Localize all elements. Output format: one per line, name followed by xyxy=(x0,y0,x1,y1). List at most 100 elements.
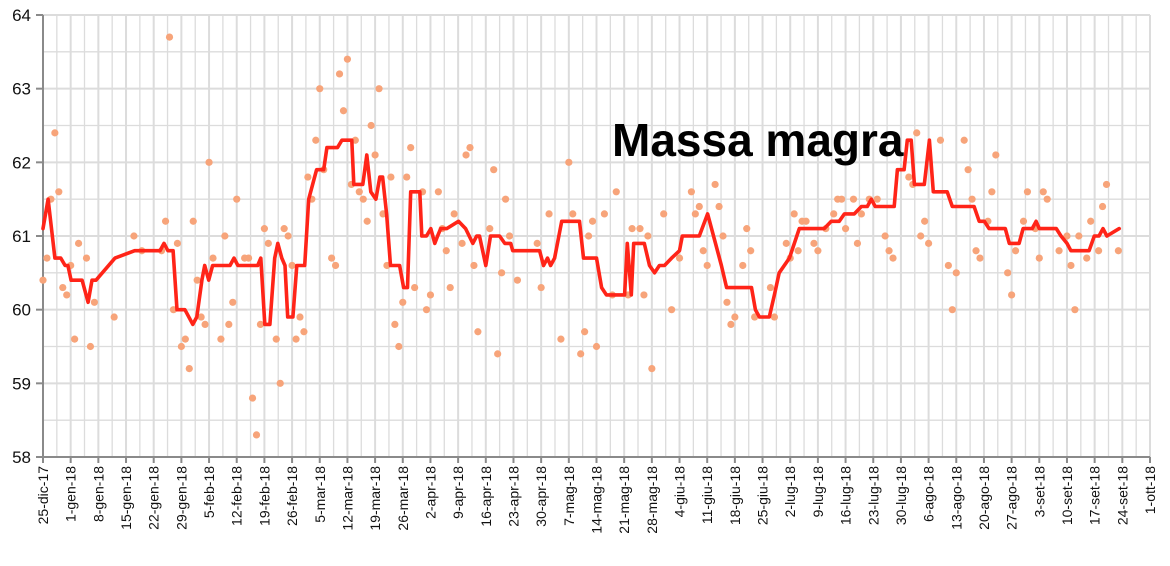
measurement-point xyxy=(992,151,1000,159)
y-tick-label: 61 xyxy=(12,227,31,246)
x-tick-label: 8-gen-18 xyxy=(90,466,106,522)
measurement-point xyxy=(747,247,755,255)
measurement-point xyxy=(715,202,723,211)
measurement-point xyxy=(450,210,458,218)
measurement-point xyxy=(849,195,858,203)
measurement-point xyxy=(63,291,71,299)
x-tick-labels: 25-dic-17 1-gen-18 8-gen-18 15-gen-18 22-gen… xyxy=(35,466,1158,534)
y-tick-label: 60 xyxy=(12,301,31,320)
measurement-point xyxy=(600,210,609,218)
x-tick-label: 6-ago-18 xyxy=(921,466,937,522)
measurement-point xyxy=(766,283,775,292)
measurement-point xyxy=(636,225,644,233)
measurement-point xyxy=(1095,247,1103,255)
measurement-point xyxy=(505,232,514,240)
measurement-point xyxy=(359,195,367,203)
measurement-point xyxy=(185,365,193,373)
measurement-point xyxy=(343,55,352,63)
x-tick-label: 28-mag-18 xyxy=(644,466,660,534)
x-tick-label: 11-giu-18 xyxy=(699,466,715,524)
measurement-point xyxy=(328,254,336,262)
measurement-point xyxy=(838,195,846,203)
x-tick-label: 9-lug-18 xyxy=(810,466,826,518)
measurement-point xyxy=(217,335,225,343)
measurement-point xyxy=(82,254,91,262)
measurement-point xyxy=(300,328,308,336)
measurement-point xyxy=(260,225,268,233)
y-tick-label: 58 xyxy=(12,448,31,467)
measurement-point xyxy=(675,254,684,262)
measurement-point xyxy=(857,210,865,218)
measurement-point xyxy=(968,195,976,203)
measurement-point xyxy=(588,217,597,225)
measurement-point xyxy=(1039,188,1047,196)
x-tick-label: 15-gen-18 xyxy=(118,466,134,530)
measurement-point xyxy=(252,431,261,439)
measurement-point xyxy=(660,210,668,218)
y-tick-label: 64 xyxy=(12,6,31,25)
x-tick-label: 19-feb-18 xyxy=(256,466,272,526)
x-tick-label: 26-mar-18 xyxy=(395,466,411,531)
measurement-point xyxy=(292,335,300,343)
measurement-point xyxy=(1043,195,1051,203)
measurement-point xyxy=(644,232,652,240)
measurement-point xyxy=(513,276,522,284)
measurement-point xyxy=(229,298,237,306)
measurement-point xyxy=(339,107,348,115)
x-tick-label: 5-feb-18 xyxy=(201,466,217,518)
measurement-point xyxy=(711,180,719,189)
y-tick-label: 62 xyxy=(12,153,31,172)
measurement-point xyxy=(917,232,925,240)
x-tick-label: 9-apr-18 xyxy=(450,466,466,519)
y-tick-labels: 58 59 60 61 62 63 64 xyxy=(12,6,31,467)
measurement-point xyxy=(411,283,419,292)
measurement-point xyxy=(723,298,731,306)
measurement-point xyxy=(1083,254,1091,262)
measurement-point xyxy=(130,232,138,240)
measurement-point xyxy=(193,276,201,284)
x-tick-label: 2-lug-18 xyxy=(782,466,798,518)
measurement-point xyxy=(592,342,601,351)
measurement-point xyxy=(853,239,862,247)
measurement-point xyxy=(407,144,415,152)
measurement-point xyxy=(612,188,620,196)
measurement-point xyxy=(727,320,735,328)
measurement-point xyxy=(209,254,217,262)
measurement-point xyxy=(889,254,897,262)
measurement-point xyxy=(1008,291,1016,299)
measurement-point xyxy=(367,121,375,130)
measurement-point xyxy=(913,129,921,137)
x-tick-label: 12-mar-18 xyxy=(339,466,355,531)
measurement-point xyxy=(960,136,968,144)
measurement-point xyxy=(486,225,494,233)
measurement-point xyxy=(494,350,502,358)
measurement-point xyxy=(770,313,779,321)
grid xyxy=(42,14,1151,458)
measurement-point xyxy=(691,210,699,218)
measurement-point xyxy=(59,283,67,292)
measurement-point xyxy=(86,342,95,351)
measurement-point xyxy=(161,217,170,225)
measurement-point xyxy=(1004,269,1012,277)
measurement-point xyxy=(719,232,727,240)
measurement-point xyxy=(533,239,541,247)
measurement-point xyxy=(703,261,711,270)
measurement-point xyxy=(731,313,739,321)
measurement-point xyxy=(952,269,960,277)
measurement-point xyxy=(470,261,478,270)
measurement-point xyxy=(498,269,506,277)
measurement-point xyxy=(197,313,205,321)
x-tick-label: 22-gen-18 xyxy=(146,466,162,530)
measurement-point xyxy=(474,328,482,336)
measurement-point xyxy=(885,247,893,255)
measurement-point xyxy=(881,232,889,240)
measurement-point xyxy=(699,247,707,255)
x-tick-label: 2-apr-18 xyxy=(422,466,438,519)
x-tick-label: 16-apr-18 xyxy=(478,466,494,527)
measurement-point xyxy=(391,320,399,328)
measurement-point xyxy=(165,33,174,41)
measurement-point xyxy=(948,306,956,314)
chart-title: Massa magra xyxy=(612,114,904,166)
measurement-point xyxy=(1063,232,1071,240)
